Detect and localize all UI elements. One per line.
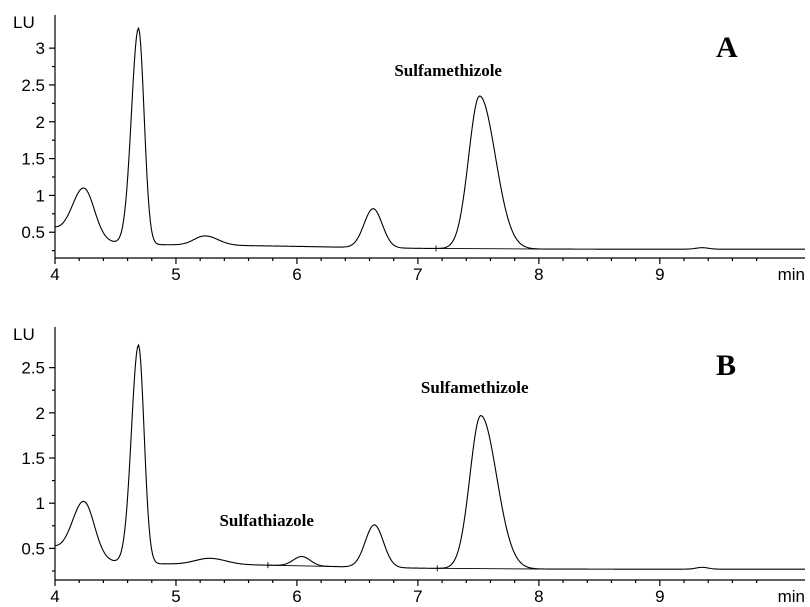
x-tick-label: 9 bbox=[655, 265, 664, 284]
integration-baseline bbox=[267, 564, 336, 568]
y-tick-label: 2 bbox=[36, 113, 45, 132]
chromatogram-panel-b: 0.5 1 1.5 2 2.5 4 5 6 7 8 9 LU min B Sulfathiazole Sulf… bbox=[13, 325, 805, 606]
x-unit-label: min bbox=[778, 265, 805, 284]
x-unit-label: min bbox=[778, 587, 805, 606]
x-tick-label: 5 bbox=[171, 265, 180, 284]
y-tick-label: 3 bbox=[36, 39, 45, 58]
integration-baseline bbox=[437, 567, 544, 570]
y-tick-label: 2.5 bbox=[21, 76, 45, 95]
chromatogram-trace bbox=[54, 343, 805, 570]
x-tick-label: 8 bbox=[534, 265, 543, 284]
x-tick-label: 9 bbox=[655, 587, 664, 606]
y-tick-label: 1 bbox=[36, 494, 45, 513]
peak-annotation: Sulfathiazole bbox=[219, 511, 314, 530]
x-tick-label: 4 bbox=[50, 587, 59, 606]
x-tick-label: 8 bbox=[534, 587, 543, 606]
panel-letter: A bbox=[716, 31, 738, 64]
peak-annotation: Sulfamethizole bbox=[394, 61, 502, 80]
x-tick-label: 5 bbox=[171, 587, 180, 606]
y-tick-label: 1 bbox=[36, 186, 45, 205]
y-tick-label: 0.5 bbox=[21, 539, 45, 558]
x-tick-label: 6 bbox=[292, 587, 301, 606]
integration-baseline bbox=[436, 248, 543, 250]
panel-letter: B bbox=[716, 349, 736, 382]
x-tick-label: 7 bbox=[413, 587, 422, 606]
y-tick-label: 1.5 bbox=[21, 150, 45, 169]
chromatogram-trace bbox=[54, 26, 805, 250]
chromatogram-panel-a: 0.5 1 1.5 2 2.5 3 4 5 6 7 8 9 LU min A Sulfamethizole bbox=[13, 13, 805, 284]
y-unit-label: LU bbox=[13, 325, 35, 344]
x-tick-label: 4 bbox=[50, 265, 59, 284]
y-tick-label: 0.5 bbox=[21, 223, 45, 242]
peak-annotation: Sulfamethizole bbox=[421, 378, 529, 397]
y-tick-label: 1.5 bbox=[21, 449, 45, 468]
y-unit-label: LU bbox=[13, 13, 35, 32]
x-tick-label: 7 bbox=[413, 265, 422, 284]
y-tick-label: 2 bbox=[36, 404, 45, 423]
x-tick-label: 6 bbox=[292, 265, 301, 284]
y-tick-label: 2.5 bbox=[21, 359, 45, 378]
